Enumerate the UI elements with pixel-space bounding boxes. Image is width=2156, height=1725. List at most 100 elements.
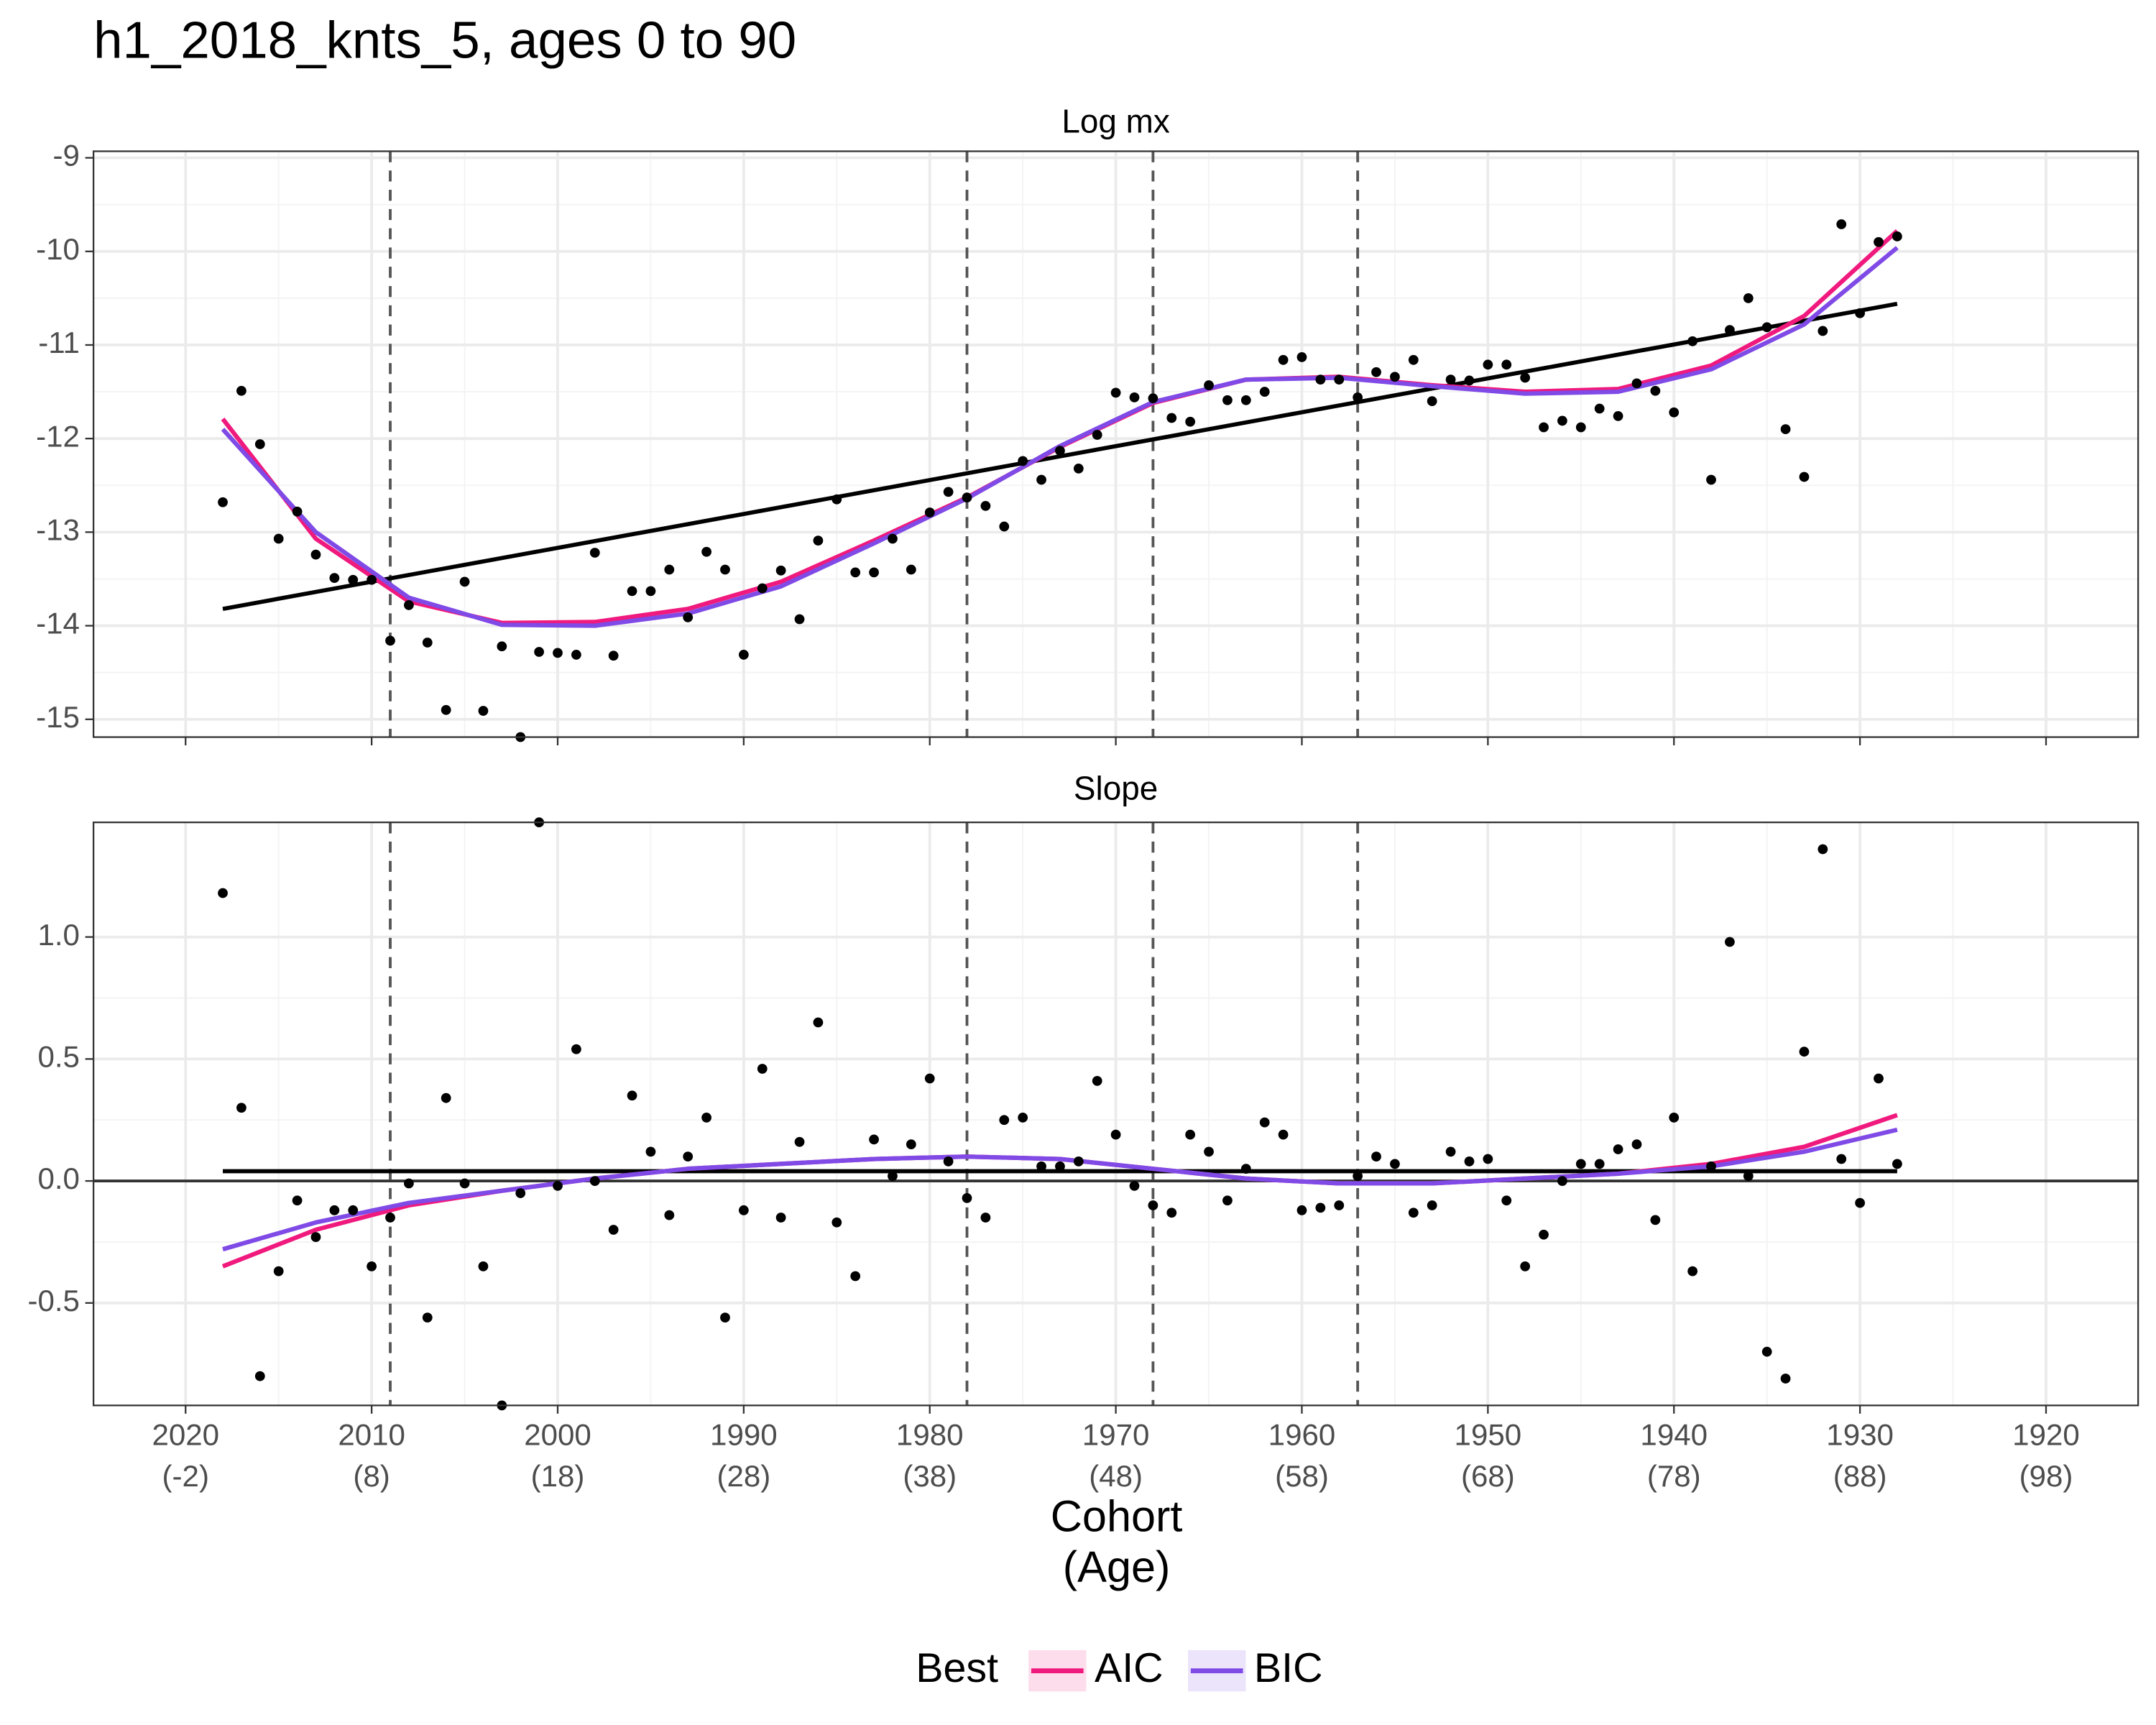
data-point: [980, 501, 991, 511]
x-tick-label: 1920: [2012, 1417, 2080, 1451]
data-point: [869, 567, 879, 578]
data-point: [254, 439, 265, 449]
data-point: [1818, 326, 1828, 336]
x-tick-label: 1950: [1455, 1417, 1522, 1451]
data-point: [869, 1134, 879, 1145]
data-point: [1892, 231, 1902, 242]
data-point: [962, 492, 972, 503]
data-point: [1575, 1159, 1586, 1169]
data-point: [1185, 1129, 1196, 1140]
data-point: [701, 546, 711, 557]
x-tick-label: 2020: [152, 1417, 219, 1451]
x-tick-label: (58): [1275, 1459, 1329, 1493]
x-tick-label: 1980: [896, 1417, 964, 1451]
data-point: [329, 1205, 340, 1215]
chart-title: h1_2018_knts_5, ages 0 to 90: [93, 11, 796, 69]
data-point: [813, 1017, 824, 1028]
data-point: [1222, 1195, 1233, 1206]
data-point: [1353, 392, 1363, 402]
data-point: [608, 650, 619, 661]
data-point: [1780, 424, 1791, 435]
data-point: [1408, 1208, 1419, 1218]
data-point: [1129, 1180, 1140, 1191]
x-tick-label: (28): [717, 1459, 770, 1493]
data-point: [738, 650, 749, 660]
data-point: [1483, 359, 1493, 370]
data-point: [1055, 446, 1065, 456]
data-point: [348, 1205, 359, 1215]
data-point: [1240, 395, 1251, 405]
y-tick-label: -14: [36, 607, 80, 640]
data-point: [478, 1261, 489, 1271]
data-point: [1836, 219, 1847, 229]
x-tick-label: (38): [903, 1459, 957, 1493]
data-point: [292, 1195, 303, 1206]
data-point: [1613, 411, 1623, 421]
data-point: [1408, 354, 1419, 365]
data-point: [627, 1090, 637, 1101]
data-point: [775, 1213, 786, 1223]
data-point: [1557, 415, 1567, 426]
data-point: [218, 888, 228, 898]
data-point: [999, 1115, 1010, 1126]
data-point: [1687, 336, 1698, 346]
data-point: [701, 1112, 711, 1123]
data-point: [1687, 1266, 1698, 1276]
data-point: [1166, 413, 1177, 423]
data-point: [1501, 1195, 1512, 1206]
y-tick-label: -11: [38, 326, 80, 359]
data-point: [1018, 1112, 1028, 1123]
data-point: [1594, 1159, 1605, 1169]
data-point: [1892, 1159, 1902, 1169]
data-point: [385, 635, 395, 646]
data-point: [1259, 387, 1270, 397]
data-point: [1110, 1129, 1121, 1140]
x-tick-label: (78): [1647, 1459, 1701, 1493]
data-point: [1240, 1164, 1251, 1174]
data-point: [1855, 308, 1865, 318]
data-point: [980, 1213, 991, 1223]
data-point: [1539, 1229, 1549, 1240]
data-point: [589, 1176, 600, 1186]
data-point: [831, 1217, 842, 1228]
data-point: [683, 1151, 694, 1162]
x-tick-label: 1940: [1640, 1417, 1708, 1451]
linear-fit-line: [222, 301, 1898, 611]
data-point: [1594, 403, 1605, 414]
data-point: [1390, 1159, 1400, 1169]
data-point: [553, 1180, 563, 1191]
data-point: [1818, 844, 1828, 855]
data-point: [1650, 1215, 1661, 1225]
data-point: [1874, 236, 1884, 247]
data-point: [497, 641, 507, 652]
data-point: [1761, 1346, 1772, 1357]
data-point: [1780, 1374, 1791, 1384]
data-point: [1464, 375, 1475, 386]
data-point: [1259, 1117, 1270, 1128]
x-tick-label: (18): [531, 1459, 585, 1493]
data-point: [1520, 1261, 1531, 1271]
y-tick-label: 1.0: [37, 918, 80, 952]
y-tick-label: 0.0: [37, 1162, 80, 1195]
data-point: [1036, 1161, 1046, 1172]
fit-line: [222, 1127, 1898, 1252]
data-point: [664, 1210, 675, 1220]
data-point: [348, 574, 359, 585]
data-point: [1296, 352, 1307, 362]
data-point: [571, 650, 581, 660]
data-point: [478, 706, 489, 716]
data-point: [1222, 395, 1233, 405]
data-point: [422, 638, 433, 648]
data-point: [273, 533, 284, 544]
data-point: [1483, 1154, 1493, 1164]
data-point: [1148, 393, 1158, 404]
data-point: [218, 497, 228, 507]
data-point: [273, 1266, 284, 1276]
x-axis-title: (Age): [1063, 1542, 1171, 1591]
data-point: [1092, 430, 1102, 440]
data-point: [1278, 354, 1289, 365]
x-tick-label: 1970: [1082, 1417, 1150, 1451]
data-point: [888, 533, 898, 544]
